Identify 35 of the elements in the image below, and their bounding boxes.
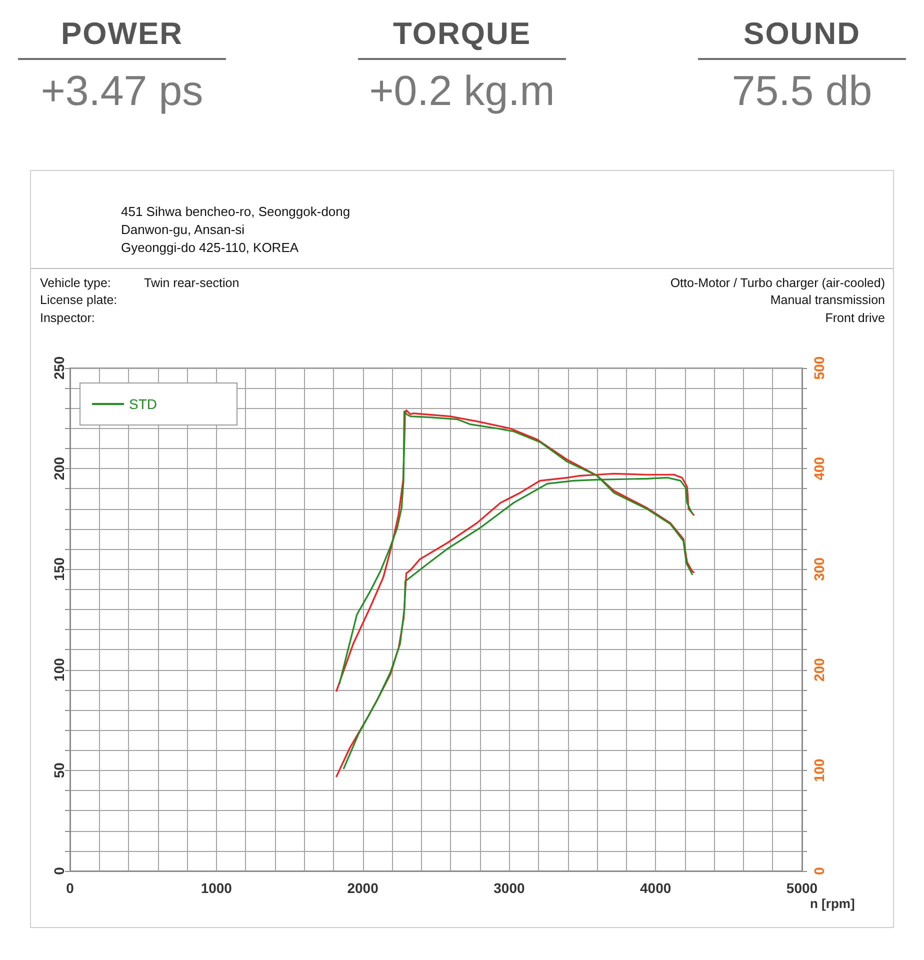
text: +3.47 ps bbox=[40, 66, 204, 116]
text: Gyeonggi-do 425-110, KOREA bbox=[121, 239, 299, 257]
text: 75.5 db bbox=[730, 66, 874, 116]
x-tick-label: 3000 bbox=[494, 880, 525, 896]
y-tick-label: 0 bbox=[51, 866, 67, 875]
x-tick-label: 2000 bbox=[347, 880, 379, 896]
x-tick-label: 1000 bbox=[200, 880, 232, 896]
x-axis-title: n [rpm] bbox=[810, 896, 855, 911]
y-tick-label: 250 bbox=[51, 356, 67, 380]
y-tick-label: 200 bbox=[51, 456, 67, 480]
text: POWER bbox=[18, 14, 226, 60]
y2-tick-label: 400 bbox=[811, 456, 827, 480]
text: +0.2 kg.m bbox=[368, 66, 556, 116]
text: TORQUE bbox=[358, 14, 566, 60]
y2-tick-label: 500 bbox=[811, 356, 827, 380]
text: License plate: bbox=[40, 292, 118, 309]
y2-tick-label: 300 bbox=[811, 557, 827, 581]
text: Front drive bbox=[825, 310, 885, 327]
text: Manual transmission bbox=[770, 292, 885, 309]
y-tick-label: 100 bbox=[51, 658, 67, 682]
y2-tick-label: 0 bbox=[811, 866, 827, 875]
text: Otto-Motor / Turbo charger (air-cooled) bbox=[670, 275, 885, 292]
text: Twin rear-section bbox=[144, 275, 240, 292]
text: SOUND bbox=[698, 14, 906, 60]
x-tick-label: 4000 bbox=[640, 880, 672, 896]
legend-label: STD bbox=[129, 396, 157, 412]
y2-tick-label: 100 bbox=[811, 758, 827, 782]
text: Vehicle type: bbox=[40, 275, 111, 292]
y2-tick-label: 200 bbox=[811, 658, 827, 682]
text: 451 Sihwa bencheo-ro, Seonggok-dong bbox=[121, 203, 350, 221]
text: Inspector: bbox=[40, 310, 95, 327]
x-tick-label: 5000 bbox=[786, 880, 818, 896]
y-tick-label: 150 bbox=[51, 557, 67, 581]
y-tick-label: 50 bbox=[51, 762, 67, 778]
text: Danwon-gu, Ansan-si bbox=[121, 221, 245, 239]
